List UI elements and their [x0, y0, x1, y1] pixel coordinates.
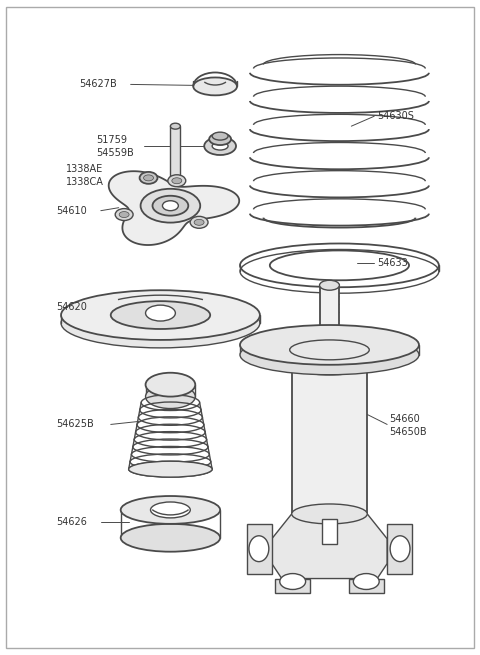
Ellipse shape	[145, 384, 195, 409]
Ellipse shape	[162, 200, 179, 211]
Ellipse shape	[129, 461, 212, 477]
Polygon shape	[275, 578, 310, 593]
Ellipse shape	[193, 77, 237, 96]
Text: 54626: 54626	[56, 517, 87, 527]
Text: 51759: 51759	[96, 135, 127, 145]
Ellipse shape	[280, 574, 306, 590]
Text: 1338AE: 1338AE	[66, 164, 103, 174]
Ellipse shape	[119, 212, 129, 217]
Ellipse shape	[240, 335, 419, 375]
Ellipse shape	[140, 172, 157, 184]
Ellipse shape	[144, 175, 154, 181]
Polygon shape	[349, 578, 384, 593]
Polygon shape	[387, 524, 412, 574]
Text: 1338CA: 1338CA	[66, 177, 104, 187]
Ellipse shape	[153, 196, 188, 215]
Ellipse shape	[61, 298, 260, 348]
Ellipse shape	[320, 280, 339, 290]
Text: 54559B: 54559B	[96, 148, 133, 158]
Ellipse shape	[111, 301, 210, 329]
Text: 54630S: 54630S	[377, 111, 414, 121]
Ellipse shape	[212, 132, 228, 140]
Ellipse shape	[172, 178, 182, 183]
Ellipse shape	[115, 208, 133, 221]
Text: 54650B: 54650B	[389, 428, 427, 438]
Text: 54627B: 54627B	[79, 79, 117, 90]
Ellipse shape	[61, 290, 260, 340]
Ellipse shape	[141, 189, 200, 223]
Ellipse shape	[145, 373, 195, 396]
Polygon shape	[272, 514, 387, 578]
Polygon shape	[292, 365, 367, 514]
Ellipse shape	[120, 524, 220, 552]
Ellipse shape	[212, 142, 228, 150]
Ellipse shape	[194, 219, 204, 225]
Polygon shape	[320, 285, 339, 365]
Ellipse shape	[151, 502, 190, 518]
Text: 54660: 54660	[389, 415, 420, 424]
Ellipse shape	[390, 536, 410, 561]
Polygon shape	[170, 126, 180, 181]
Ellipse shape	[292, 355, 367, 375]
Ellipse shape	[204, 137, 236, 155]
Ellipse shape	[292, 504, 367, 524]
Ellipse shape	[240, 325, 419, 365]
Ellipse shape	[168, 175, 186, 187]
Polygon shape	[247, 524, 272, 574]
Ellipse shape	[353, 574, 379, 590]
Polygon shape	[108, 171, 239, 245]
Ellipse shape	[170, 123, 180, 129]
Ellipse shape	[249, 536, 269, 561]
Ellipse shape	[190, 216, 208, 229]
Ellipse shape	[209, 133, 231, 145]
Ellipse shape	[145, 305, 175, 321]
Ellipse shape	[120, 496, 220, 524]
Text: 54633: 54633	[377, 258, 408, 269]
Text: 54625B: 54625B	[56, 419, 94, 430]
Polygon shape	[322, 519, 337, 544]
Text: 54610: 54610	[56, 206, 87, 215]
Text: 54620: 54620	[56, 302, 87, 312]
